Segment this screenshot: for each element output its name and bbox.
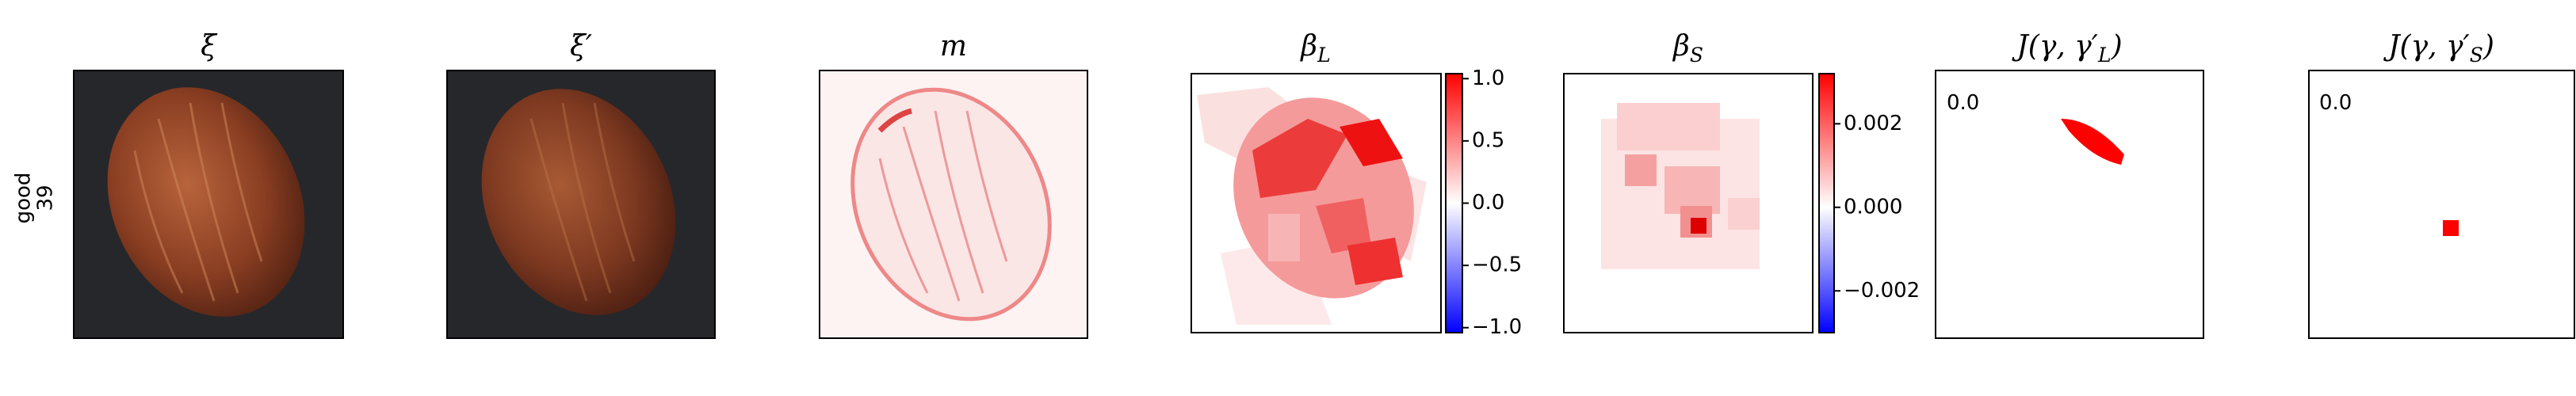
colorbar xyxy=(1819,74,1834,333)
image-panel xyxy=(446,70,716,339)
colorbar-tick-label: 1.0 xyxy=(1472,67,1504,90)
panel-title: J(γ, γ′L) xyxy=(2011,30,2122,67)
row-label: good xyxy=(12,173,36,224)
image-panel xyxy=(73,70,344,339)
title-symbol: β xyxy=(1672,30,1690,63)
row-label: 39 xyxy=(34,185,58,211)
annotation: 0.0 xyxy=(1947,91,1979,115)
panel-title: ξ xyxy=(201,30,218,63)
title-subscript: S xyxy=(1690,44,1703,67)
panel-title: m xyxy=(940,30,967,63)
colorbar xyxy=(1446,74,1462,333)
colorbar-tick-label: 0.000 xyxy=(1844,195,1902,219)
colorbar-tick-label: −0.5 xyxy=(1472,253,1522,277)
panel-title: J(γ, γ′S) xyxy=(2383,30,2494,67)
colorbar-tick-label: −1.0 xyxy=(1472,315,1522,339)
panel-title: ξ′ xyxy=(570,30,592,63)
colorbar-tick-label: −0.002 xyxy=(1844,279,1920,303)
image-panel xyxy=(1563,73,1814,333)
colorbar-frame xyxy=(1818,73,1835,333)
title-symbol: β xyxy=(1299,30,1317,63)
title-suffix: ) xyxy=(2111,30,2123,63)
title-subscript: S xyxy=(2470,44,2483,67)
title-subscript: L xyxy=(1317,44,1331,67)
title-prefix: J(γ, γ′ xyxy=(2011,30,2098,63)
colorbar-tick-label: 0.0 xyxy=(1472,191,1504,215)
title-prefix: J(γ, γ′ xyxy=(2383,30,2470,63)
image-panel xyxy=(1191,73,1442,333)
annotation: 0.0 xyxy=(2319,91,2352,115)
image-panel: 0.0 xyxy=(2308,70,2575,339)
colorbar-tick-label: 0.002 xyxy=(1844,112,1902,135)
panel-title: βS xyxy=(1672,30,1703,67)
title-subscript: L xyxy=(2097,44,2112,67)
image-panel: 0.0 xyxy=(1935,70,2204,339)
image-panel xyxy=(819,70,1088,339)
panel-title: βL xyxy=(1299,30,1330,67)
colorbar-tick-label: 0.5 xyxy=(1472,128,1504,152)
title-suffix: ) xyxy=(2482,30,2494,63)
